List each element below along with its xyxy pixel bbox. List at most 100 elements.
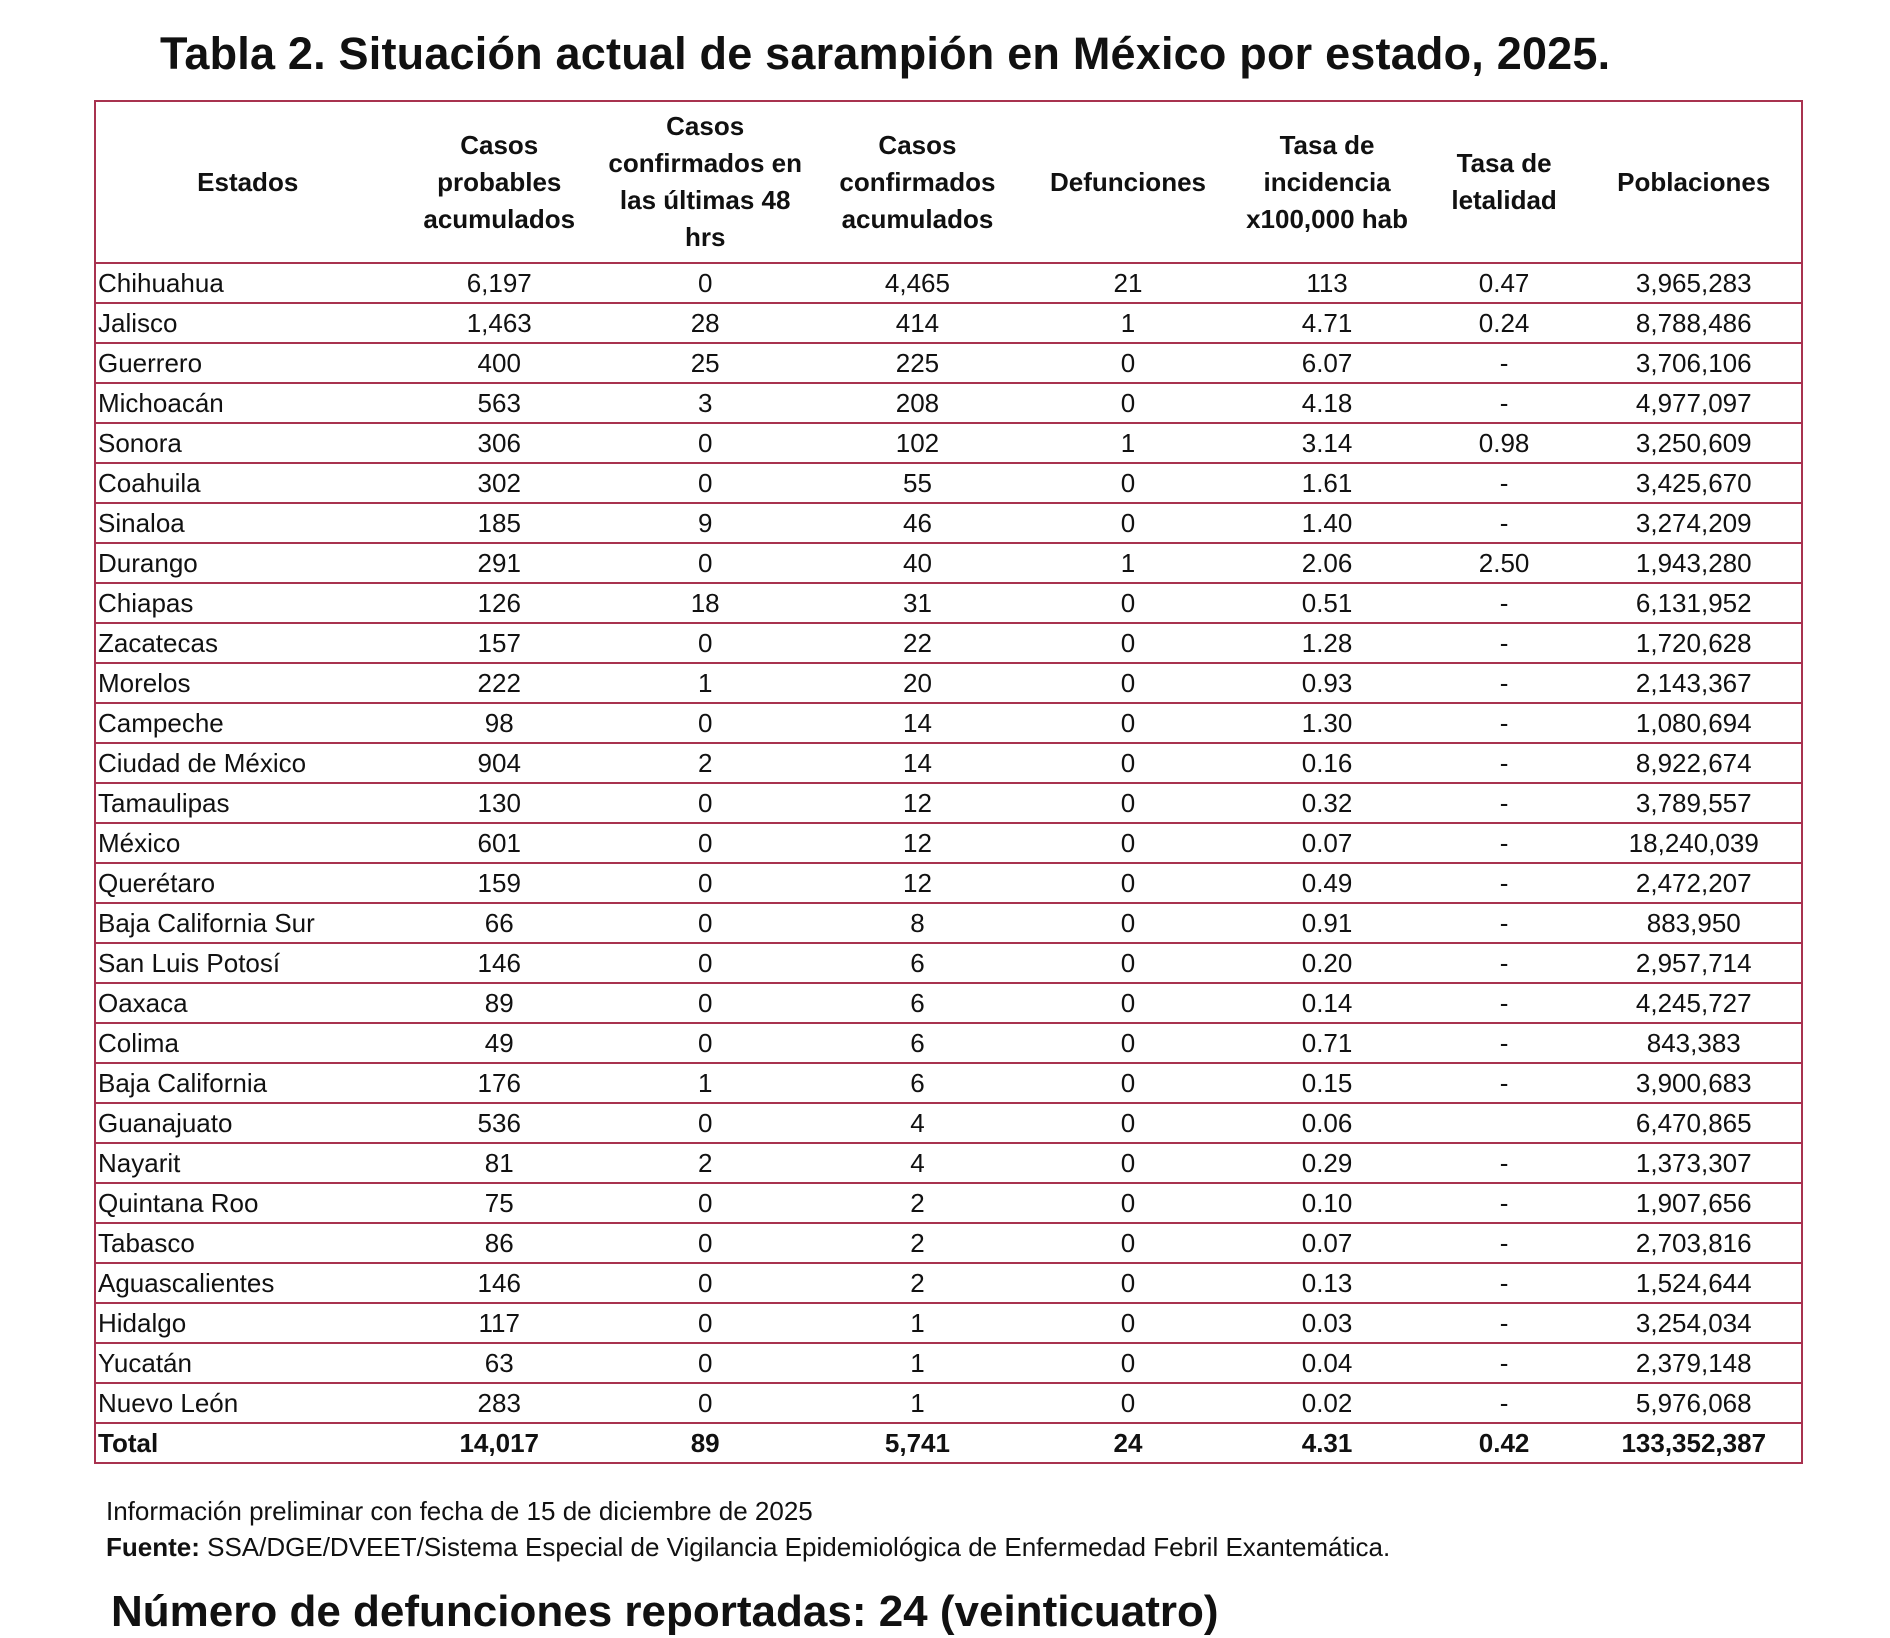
cell-estado: Zacatecas [95, 623, 400, 664]
cell-confirmados-acumulados: 31 [811, 583, 1024, 624]
cell-tasa-letalidad: - [1421, 863, 1587, 904]
cell-tasa-incidencia: 0.07 [1232, 1223, 1422, 1264]
cell-estado: Yucatán [95, 1343, 400, 1384]
cell-casos-probables: 66 [399, 903, 600, 944]
cell-defunciones: 0 [1023, 943, 1233, 984]
cell-confirmados-48h: 9 [599, 503, 812, 544]
cell-defunciones: 0 [1023, 703, 1233, 744]
cell-estado: San Luis Potosí [95, 943, 400, 984]
cell-poblacion: 6,131,952 [1586, 583, 1802, 624]
cell-poblacion: 3,900,683 [1586, 1063, 1802, 1104]
cell-tasa-incidencia: 0.13 [1232, 1263, 1422, 1304]
cell-casos-probables: 86 [399, 1223, 600, 1264]
cell-confirmados-acumulados: 2 [811, 1223, 1024, 1264]
cell-poblacion: 1,943,280 [1586, 543, 1802, 584]
table-row: Campeche 98 0 14 0 1.30-1,080,694 [95, 703, 1802, 744]
cell-confirmados-48h: 0 [599, 943, 812, 984]
cell-tasa-letalidad: - [1421, 903, 1587, 944]
table-row: Chihuahua 6,197 0 4,465 21 113 0.47 3,965,283 [95, 263, 1802, 304]
cell-casos-probables: 49 [399, 1023, 600, 1064]
source-label: Fuente: [106, 1532, 200, 1562]
cell-casos-probables: 75 [399, 1183, 600, 1224]
cell-tasa-letalidad: - [1421, 823, 1587, 864]
cell-tasa-letalidad: - [1421, 343, 1587, 384]
table-title: Tabla 2. Situación actual de sarampión e… [160, 28, 1611, 79]
table-row: Nayarit 81 2 4 0 0.29-1,373,307 [95, 1143, 1802, 1184]
cell-confirmados-acumulados: 6 [811, 1063, 1024, 1104]
cell-poblacion: 2,472,207 [1586, 863, 1802, 904]
cell-defunciones: 0 [1023, 863, 1233, 904]
cell-confirmados-acumulados: 6 [811, 943, 1024, 984]
cell-defunciones: 0 [1023, 1263, 1233, 1304]
cell-poblacion: 2,379,148 [1586, 1343, 1802, 1384]
cell-confirmados-acumulados: 20 [811, 663, 1024, 704]
cell-confirmados-acumulados: 208 [811, 383, 1024, 424]
cell-confirmados-acumulados: 12 [811, 863, 1024, 904]
cell-confirmados-acumulados: 14 [811, 703, 1024, 744]
cell-confirmados-48h: 0 [599, 1263, 812, 1304]
cell-tasa-incidencia: 0.32 [1232, 783, 1422, 824]
cell-tasa-letalidad: 0.98 [1421, 423, 1587, 464]
cell-tasa-incidencia: 4.18 [1232, 383, 1422, 424]
cell-confirmados-48h: 0 [599, 1103, 812, 1144]
cell-tasa-incidencia: 0.06 [1232, 1103, 1422, 1144]
cell-confirmados-acumulados: 12 [811, 823, 1024, 864]
cell-poblacion: 1,524,644 [1586, 1263, 1802, 1304]
cell-confirmados-acumulados: 4 [811, 1103, 1024, 1144]
cell-confirmados-acumulados: 46 [811, 503, 1024, 544]
cell-confirmados-48h: 0 [599, 623, 812, 664]
table-row: Ciudad de México 904 2 14 0 0.16-8,922,674 [95, 743, 1802, 784]
cell-estado: Guanajuato [95, 1103, 400, 1144]
cell-confirmados-48h: 28 [599, 303, 812, 344]
cell-tasa-incidencia: 0.10 [1232, 1183, 1422, 1224]
header-poblacion: Poblaciones [1586, 101, 1802, 264]
header-confirmados-48h: Casos confirmados en las últimas 48 hrs [599, 101, 812, 264]
cell-tasa-incidencia: 0.20 [1232, 943, 1422, 984]
cell-tasa-incidencia: 0.03 [1232, 1303, 1422, 1344]
cell-tasa-incidencia: 1.61 [1232, 463, 1422, 504]
total-row: Total 14,017 89 5,741 24 4.31 0.42 133,352,387 [95, 1423, 1802, 1464]
cell-tasa-incidencia: 0.51 [1232, 583, 1422, 624]
cell-confirmados-acumulados: 4 [811, 1143, 1024, 1184]
cell-tasa-incidencia: 113 [1232, 263, 1422, 304]
cell-poblacion: 3,789,557 [1586, 783, 1802, 824]
table-row: Oaxaca 89 0 6 0 0.14-4,245,727 [95, 983, 1802, 1024]
table-row: México 601 0 12 0 0.07-18,240,039 [95, 823, 1802, 864]
cell-poblacion: 1,720,628 [1586, 623, 1802, 664]
cell-estado: Ciudad de México [95, 743, 400, 784]
cell-tasa-incidencia: 0.14 [1232, 983, 1422, 1024]
cell-casos-probables: 904 [399, 743, 600, 784]
cell-confirmados-acumulados: 22 [811, 623, 1024, 664]
cell-confirmados-48h: 25 [599, 343, 812, 384]
cell-casos-probables: 146 [399, 1263, 600, 1304]
cell-tasa-letalidad: - [1421, 1303, 1587, 1344]
table-row: Sonora 306 0 102 1 3.14 0.98 3,250,609 [95, 423, 1802, 464]
cell-confirmados-acumulados: 8 [811, 903, 1024, 944]
cell-casos-probables: 302 [399, 463, 600, 504]
cell-defunciones: 0 [1023, 343, 1233, 384]
cell-estado: Tamaulipas [95, 783, 400, 824]
cell-confirmados-48h: 2 [599, 743, 812, 784]
cell-casos-probables: 6,197 [399, 263, 600, 304]
table-row: Coahuila 302 0 55 0 1.61-3,425,670 [95, 463, 1802, 504]
cell-confirmados-48h: 0 [599, 783, 812, 824]
header-confirmados-acumulados: Casos confirmados acumulados [811, 101, 1024, 264]
cell-tasa-letalidad: - [1421, 1183, 1587, 1224]
cell-tasa-letalidad: - [1421, 783, 1587, 824]
cell-casos-probables: 176 [399, 1063, 600, 1104]
cell-casos-probables: 159 [399, 863, 600, 904]
cell-defunciones: 1 [1023, 423, 1233, 464]
cell-casos-probables: 14,017 [399, 1423, 600, 1464]
cell-confirmados-48h: 0 [599, 703, 812, 744]
cell-tasa-letalidad: 0.24 [1421, 303, 1587, 344]
table-row: Baja California Sur 66 0 8 0 0.91-883,950 [95, 903, 1802, 944]
cell-tasa-incidencia: 0.07 [1232, 823, 1422, 864]
cell-poblacion: 1,373,307 [1586, 1143, 1802, 1184]
cell-tasa-letalidad: - [1421, 1063, 1587, 1104]
cell-confirmados-48h: 89 [599, 1423, 812, 1464]
cell-confirmados-48h: 0 [599, 1383, 812, 1424]
cell-confirmados-acumulados: 1 [811, 1343, 1024, 1384]
cell-confirmados-48h: 0 [599, 1183, 812, 1224]
cell-poblacion: 2,143,367 [1586, 663, 1802, 704]
cell-confirmados-acumulados: 14 [811, 743, 1024, 784]
